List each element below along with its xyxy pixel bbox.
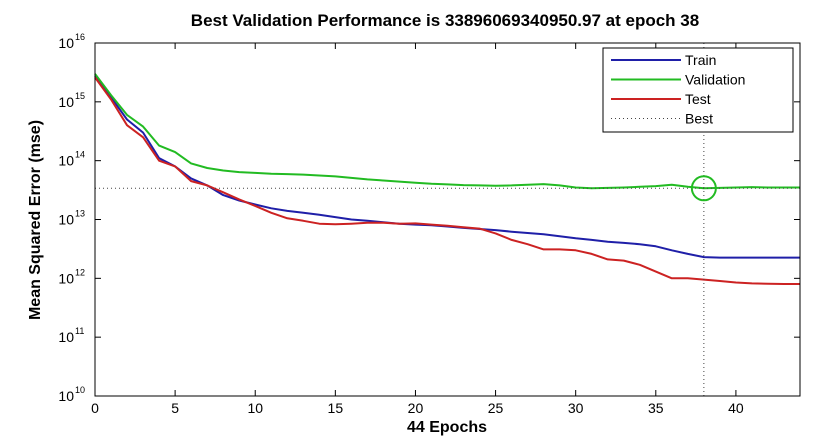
x-tick-label: 25	[488, 400, 504, 416]
best-markers	[95, 43, 800, 396]
legend-box	[602, 47, 794, 133]
series-lines	[94, 73, 800, 285]
series-line-test	[94, 76, 800, 285]
y-tick-exponent: 11	[75, 326, 84, 336]
y-tick-exponent: 10	[75, 385, 85, 395]
x-tick-label: 5	[171, 400, 179, 416]
series-line-validation	[94, 73, 800, 190]
x-tick-label: 0	[91, 400, 99, 416]
y-tick-exponent: 13	[75, 209, 85, 219]
x-tick-label: 30	[568, 400, 584, 416]
chart-title: Best Validation Performance is 338960693…	[191, 11, 699, 30]
y-tick-exponent: 14	[75, 150, 85, 160]
y-tick-exponent: 12	[75, 267, 85, 277]
y-tick-label: 10	[58, 388, 74, 404]
x-axis-label: 44 Epochs	[407, 419, 487, 436]
y-tick-exponent: 15	[75, 91, 85, 101]
y-tick-label: 10	[58, 270, 74, 286]
y-tick-label: 10	[58, 35, 74, 51]
legend: Train Validation Test Best	[602, 47, 794, 133]
legend-label-validation: Validation	[685, 72, 745, 88]
x-tick-label: 40	[728, 400, 744, 416]
x-tick-label: 10	[247, 400, 263, 416]
x-tick-label: 20	[408, 400, 424, 416]
plot-frame	[94, 42, 801, 397]
y-tick-label: 10	[58, 329, 74, 345]
legend-label-best: Best	[685, 111, 713, 127]
x-tick-label: 15	[328, 400, 344, 416]
x-tick-label: 35	[648, 400, 664, 416]
legend-label-test: Test	[685, 91, 711, 107]
y-tick-label: 10	[58, 212, 74, 228]
best-point-circle	[690, 175, 717, 202]
y-tick-exponent: 16	[75, 32, 85, 42]
y-axis-label: Mean Squared Error (mse)	[27, 120, 44, 320]
legend-label-train: Train	[685, 52, 716, 68]
y-tick-label: 10	[58, 94, 74, 110]
y-tick-label: 10	[58, 153, 74, 169]
